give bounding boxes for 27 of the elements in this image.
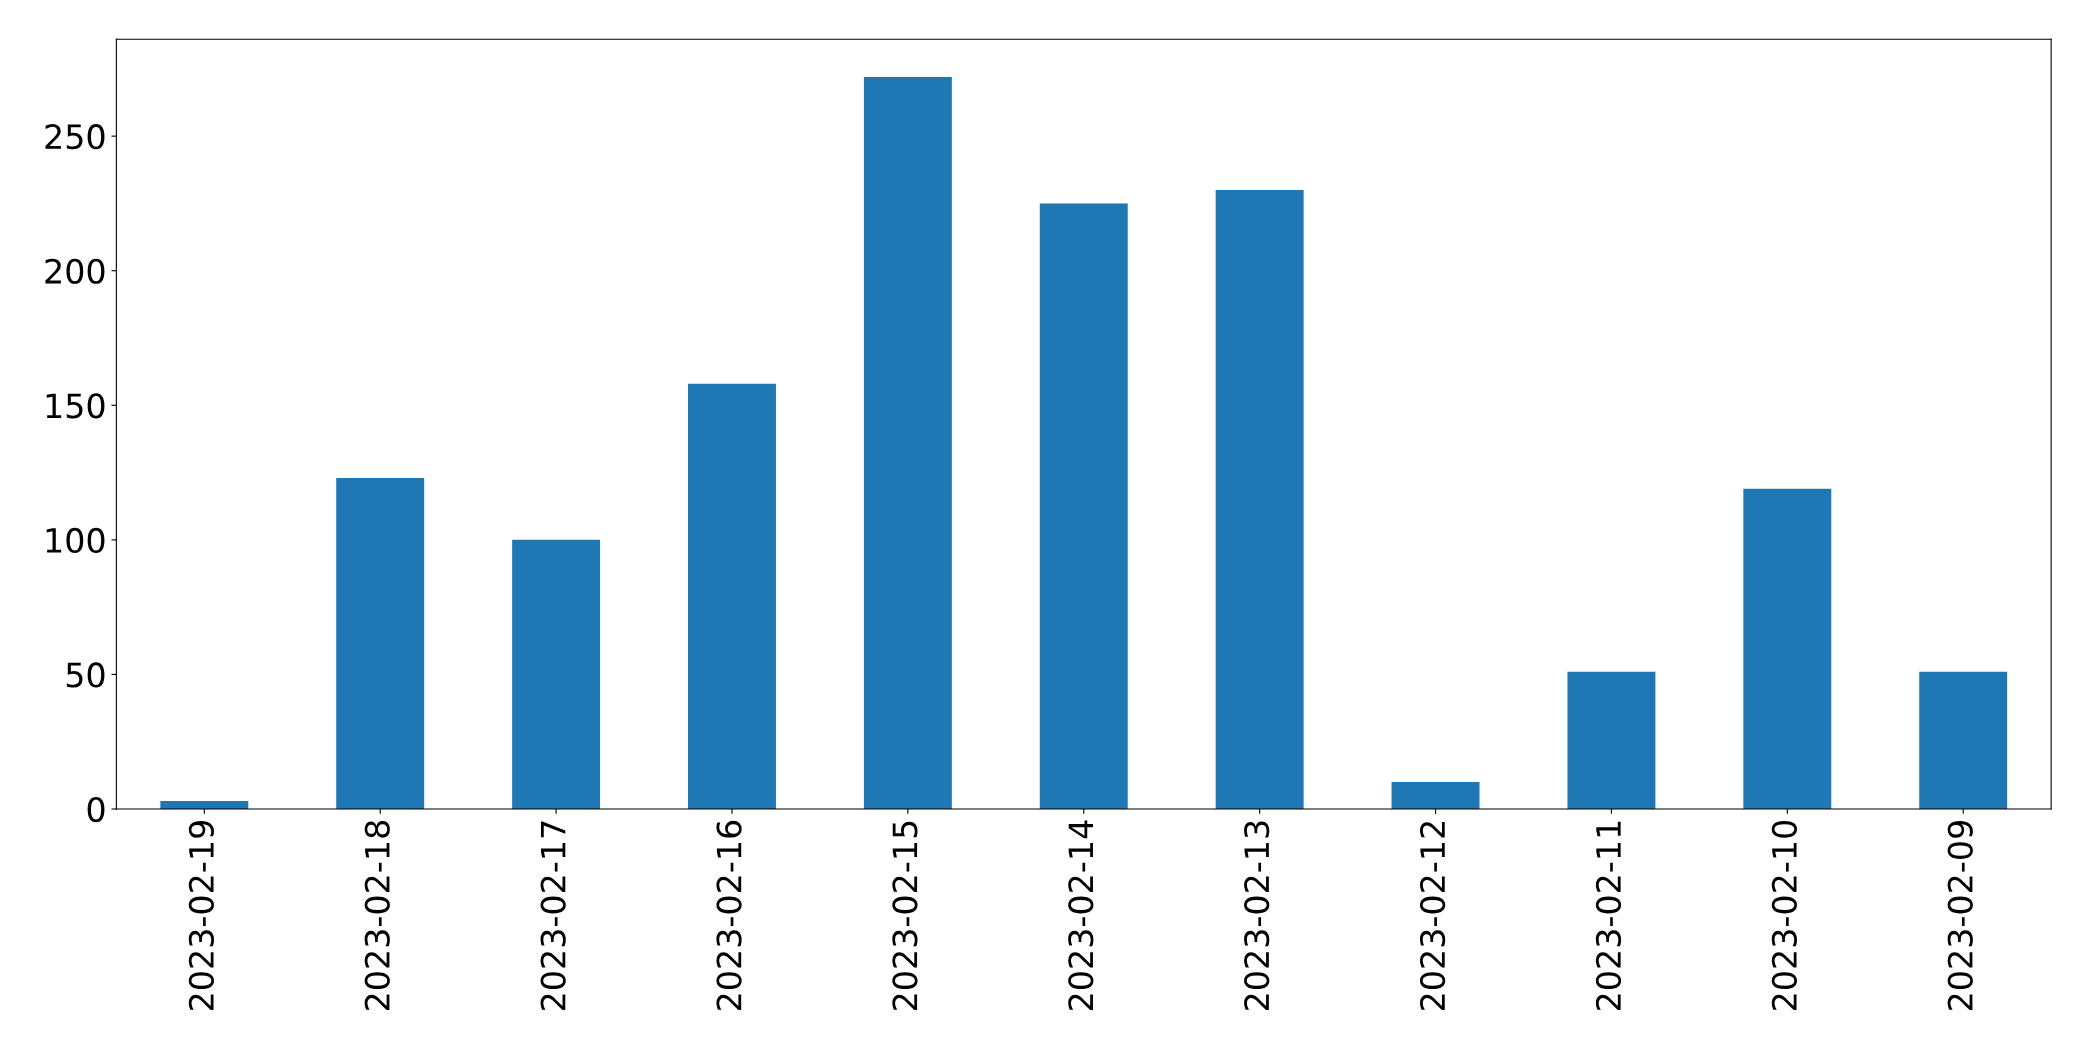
x-tick-label: 2023-02-17 [540,821,566,1011]
bar [1919,671,2008,810]
x-tick-label: 2023-02-11 [1595,821,1622,1011]
bar [1567,671,1656,810]
y-tick-label: 0 [87,796,105,823]
x-tick-label: 2023-02-19 [188,821,214,1011]
x-tick-label: 2023-02-18 [364,821,390,1011]
bar [336,477,425,810]
y-tick-label: 50 [66,662,105,688]
bar [1743,488,1832,810]
x-tick-label: 2023-02-16 [716,820,742,1011]
y-tick-label: 200 [45,258,105,284]
x-tick-label: 2023-02-13 [1244,821,1270,1011]
y-tick-label: 150 [46,393,105,419]
x-tick-label: 2023-02-10 [1771,820,1797,1011]
bar [1215,189,1304,810]
bar [688,383,776,810]
bar [1391,782,1480,810]
x-tick-label: 2023-02-14 [1068,820,1094,1011]
y-tick-label: 250 [45,124,105,150]
x-tick-label: 2023-02-15 [892,821,918,1011]
bar [863,76,952,810]
bar [512,539,601,810]
y-tick-label: 100 [46,527,105,554]
x-tick-label: 2023-02-12 [1419,822,1446,1011]
bar [1039,203,1128,810]
x-tick-label: 2023-02-09 [1947,821,1973,1011]
